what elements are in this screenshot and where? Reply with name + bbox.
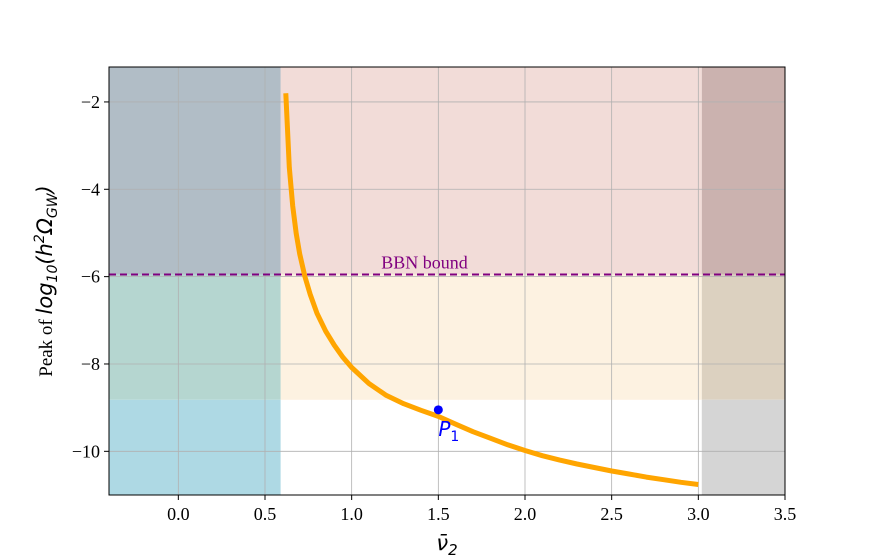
y-tick-label-0: −2: [81, 92, 100, 112]
x-tick-label-5: 2.5: [600, 504, 623, 524]
y-axis-label-omega: Ω: [33, 218, 57, 235]
plot-frame: [108, 66, 786, 496]
y-tick-label-1: −4: [81, 179, 100, 199]
x-axis-label-text: ν̄2: [436, 531, 457, 558]
ticks: 0.0 0.5 1.0 1.5 2.0 2.5 3.0 3.5 −2 −4 −6 −8 −10: [72, 92, 796, 524]
bbn-bound-label: BBN bound: [381, 252, 468, 272]
shaded-region-6: [701, 274, 785, 400]
shaded-region-0: [280, 67, 702, 275]
bbn-bound-line: BBN bound: [109, 252, 785, 276]
y-tick-label-3: −8: [81, 354, 100, 374]
shaded-region-4: [109, 399, 281, 495]
x-tick-label-1: 0.5: [254, 504, 277, 524]
y-axis-label: Peak of log10(h2ΩGW): [32, 185, 61, 377]
x-tick-label-7: 3.5: [774, 504, 797, 524]
y-axis-label-sub-10: 10: [45, 265, 61, 283]
x-axis-label-subscript: 2: [448, 541, 458, 558]
shaded-region-7: [701, 399, 785, 495]
grid: [109, 67, 786, 495]
shaded-region-2: [109, 67, 281, 275]
x-tick-label-6: 3.0: [687, 504, 710, 524]
x-tick-label-4: 2.0: [514, 504, 537, 524]
y-tick-label-2: −6: [81, 267, 100, 287]
x-tick-label-3: 1.5: [427, 504, 450, 524]
x-axis-label: ν̄2: [436, 531, 457, 558]
y-tick-label-4: −10: [72, 441, 100, 461]
point-group: P1: [433, 405, 459, 445]
y-axis-label-text: Peak of log10(h2ΩGW): [32, 185, 61, 377]
shaded-region-3: [109, 274, 281, 400]
y-axis-label-sup-2: 2: [32, 234, 48, 243]
y-axis-label-log: log: [33, 282, 57, 314]
y-axis-label-prefix: Peak of: [36, 314, 57, 376]
shaded-region-1: [280, 274, 702, 400]
shaded-region-5: [701, 67, 785, 275]
y-axis-label-sub-gw: GW: [45, 192, 61, 218]
x-axis-label-symbol: ν̄: [436, 531, 448, 555]
series-line-0: [283, 93, 699, 487]
point-p1-label: P1: [438, 417, 459, 445]
x-tick-label-0: 0.0: [167, 504, 190, 524]
point-p1-marker: [433, 405, 443, 415]
x-tick-label-2: 1.0: [340, 504, 363, 524]
y-axis-label-h: (h: [33, 243, 57, 265]
series-group: [283, 93, 699, 487]
y-axis-label-close: ): [33, 185, 57, 195]
